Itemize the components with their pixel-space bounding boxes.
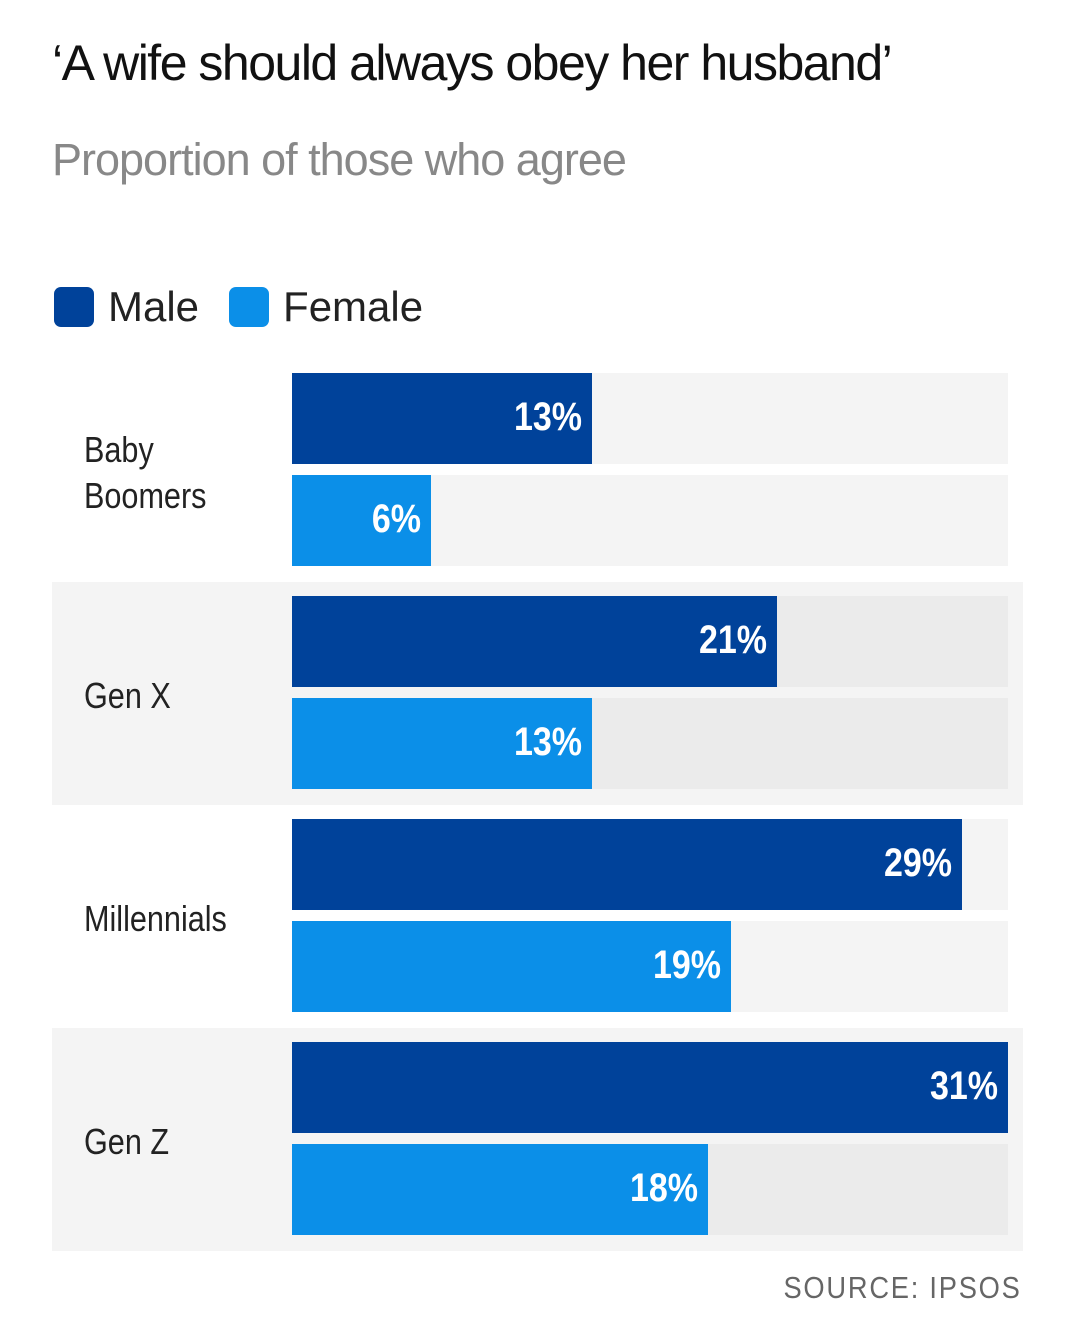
value-label: 29% [883,841,952,885]
value-label: 18% [629,1166,698,1210]
legend-label-male: Male [108,283,200,330]
bar-male [292,819,962,910]
value-label: 31% [929,1064,998,1108]
category-label: Gen X [84,674,171,716]
bar-male [292,373,593,464]
legend-swatch-female [229,287,270,327]
legend-item-female: Female [229,283,423,331]
category-label: Gen Z [84,1120,170,1162]
bar-male [292,1042,1008,1133]
bar-female [292,1144,708,1235]
bar-female [292,921,731,1012]
legend-item-male: Male [54,283,199,331]
legend-label-female: Female [283,283,424,330]
legend: Male Female [54,283,453,331]
category-label: Millennials [84,897,227,939]
bar-female [292,475,431,566]
chart-title: ‘A wife should always obey her husband’ [52,35,893,91]
category-label: Baby Boomers [84,428,207,516]
bar-male [292,596,778,687]
bar-female [292,698,593,789]
source-note: SOURCE: IPSOS [783,1270,1022,1305]
value-label: 21% [698,618,768,662]
value-label: 13% [514,720,583,764]
legend-swatch-male [54,287,94,327]
value-label: 19% [652,943,721,987]
chart-subtitle: Proportion of those who agree [52,134,627,185]
value-label: 13% [514,395,583,439]
value-label: 6% [371,497,421,541]
